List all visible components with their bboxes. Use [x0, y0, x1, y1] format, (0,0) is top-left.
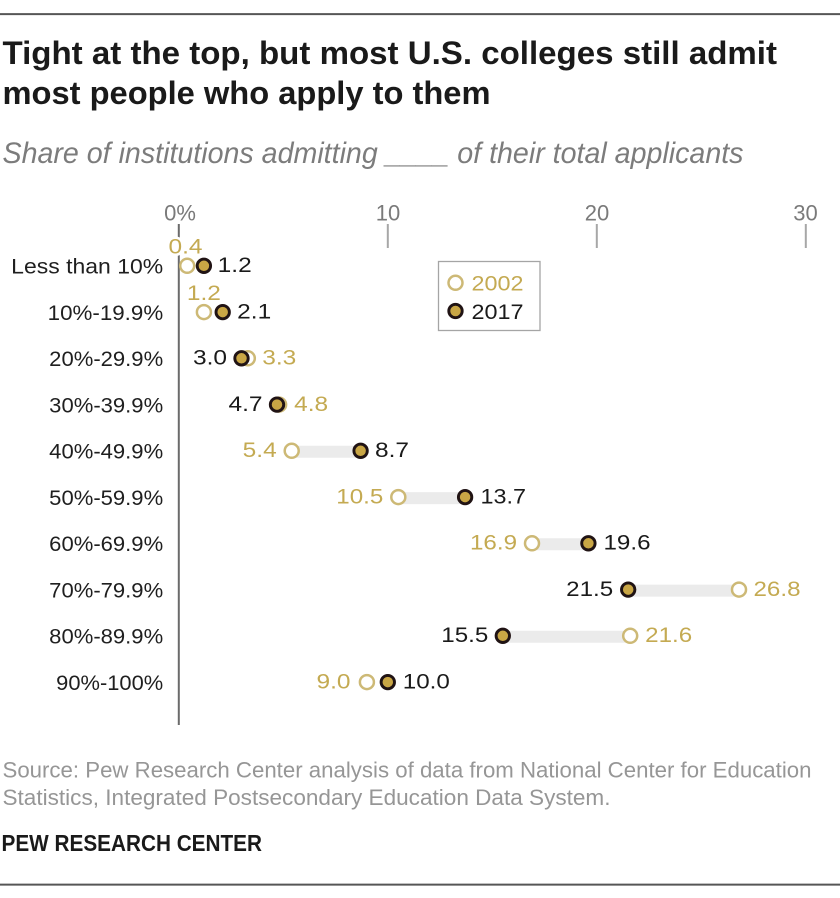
svg-text:1.2: 1.2 — [218, 253, 252, 277]
svg-text:30: 30 — [793, 201, 817, 226]
svg-text:16.9: 16.9 — [470, 531, 517, 555]
svg-text:20%-29.9%: 20%-29.9% — [49, 347, 163, 371]
svg-text:0.4: 0.4 — [169, 235, 203, 259]
svg-text:2.1: 2.1 — [237, 299, 271, 323]
svg-text:15.5: 15.5 — [441, 623, 488, 647]
svg-text:50%-59.9%: 50%-59.9% — [49, 486, 163, 510]
svg-text:40%-49.9%: 40%-49.9% — [49, 440, 163, 464]
svg-text:3.0: 3.0 — [193, 346, 227, 370]
svg-text:Source: Pew Research Center an: Source: Pew Research Center analysis of … — [3, 758, 812, 783]
svg-text:26.8: 26.8 — [754, 577, 801, 601]
svg-text:4.8: 4.8 — [294, 392, 328, 416]
svg-text:8.7: 8.7 — [375, 438, 409, 462]
svg-text:10%-19.9%: 10%-19.9% — [48, 301, 164, 325]
svg-text:5.4: 5.4 — [243, 438, 277, 462]
svg-text:20: 20 — [585, 201, 609, 226]
svg-text:0%: 0% — [164, 201, 196, 226]
svg-text:10.0: 10.0 — [403, 669, 450, 693]
svg-text:9.0: 9.0 — [317, 669, 351, 693]
svg-text:80%-89.9%: 80%-89.9% — [49, 625, 163, 649]
svg-text:1.2: 1.2 — [187, 281, 221, 305]
svg-text:Less than 10%: Less than 10% — [11, 255, 163, 279]
svg-text:21.6: 21.6 — [645, 623, 692, 647]
svg-text:30%-39.9%: 30%-39.9% — [49, 393, 163, 417]
svg-text:70%-79.9%: 70%-79.9% — [49, 578, 163, 602]
svg-text:4.7: 4.7 — [229, 392, 263, 416]
svg-text:21.5: 21.5 — [566, 577, 613, 601]
svg-text:90%-100%: 90%-100% — [56, 671, 163, 695]
svg-text:Statistics, Integrated Postsec: Statistics, Integrated Postsecondary Edu… — [3, 785, 611, 810]
svg-text:60%-69.9%: 60%-69.9% — [49, 532, 163, 556]
svg-text:PEW RESEARCH CENTER: PEW RESEARCH CENTER — [2, 830, 263, 856]
svg-text:10.5: 10.5 — [336, 484, 383, 508]
svg-text:19.6: 19.6 — [604, 531, 651, 555]
svg-text:Tight at the top, but most U.S: Tight at the top, but most U.S. colleges… — [3, 35, 778, 71]
svg-text:Share of institutions admittin: Share of institutions admitting ____ of … — [3, 137, 744, 170]
svg-text:2002: 2002 — [472, 272, 524, 296]
svg-text:2017: 2017 — [472, 300, 524, 324]
svg-text:13.7: 13.7 — [481, 484, 527, 508]
svg-text:10: 10 — [376, 201, 400, 226]
svg-text:3.3: 3.3 — [262, 346, 296, 370]
svg-text:most people who apply to them: most people who apply to them — [3, 75, 491, 111]
